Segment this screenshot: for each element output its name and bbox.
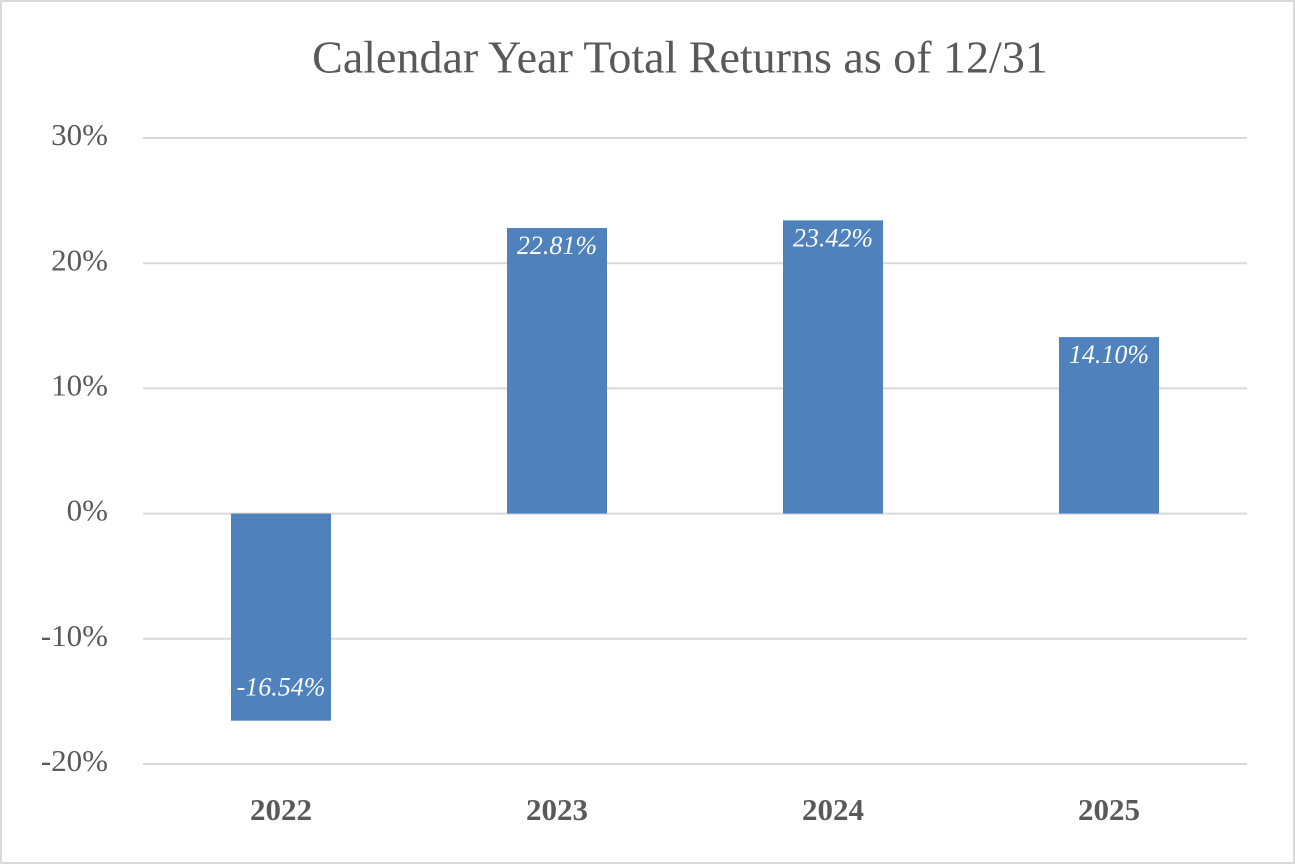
x-tick-label: 2024: [802, 792, 864, 827]
x-tick-label: 2025: [1078, 792, 1140, 827]
data-label: -16.54%: [237, 673, 326, 702]
bar: [1059, 337, 1159, 514]
y-tick-label: 0%: [67, 493, 108, 528]
bar: [783, 220, 883, 514]
data-label: 22.81%: [517, 231, 597, 260]
bar: [231, 513, 331, 721]
y-tick-label: 20%: [51, 242, 108, 277]
y-tick-label: 10%: [51, 368, 108, 403]
chart-title: Calendar Year Total Returns as of 12/31: [312, 32, 1048, 83]
y-tick-label: 30%: [51, 117, 108, 152]
x-tick-label: 2022: [250, 792, 312, 827]
x-tick-label: 2023: [526, 792, 588, 827]
data-label: 14.10%: [1069, 340, 1149, 369]
y-tick-label: -20%: [41, 743, 108, 778]
bar: [507, 228, 607, 514]
data-label: 23.42%: [793, 223, 873, 252]
y-tick-label: -10%: [41, 618, 108, 653]
